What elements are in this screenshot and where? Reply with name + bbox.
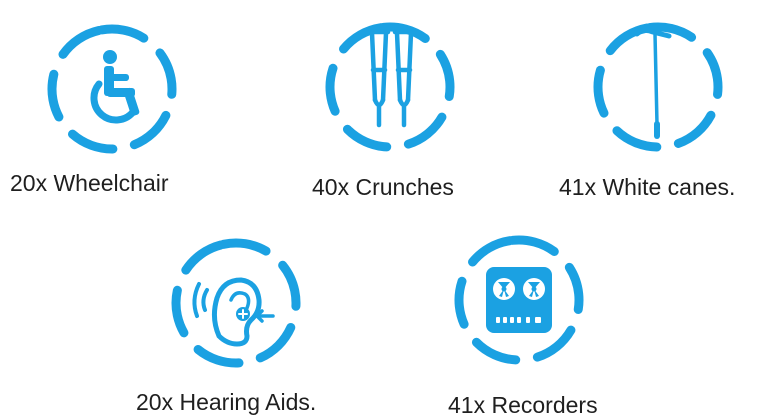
recorder-icon (486, 267, 552, 333)
wheelchair-icon (90, 50, 140, 124)
item-label: 41x Recorders (448, 392, 598, 418)
dashed-ring (454, 235, 584, 365)
item-label: 41x White canes. (559, 174, 736, 200)
dashed-ring (171, 238, 301, 368)
crutches-icon (367, 29, 416, 128)
dashed-ring (593, 22, 723, 152)
hearing-aid-icon (192, 277, 275, 347)
item-label: 40x Crunches (312, 174, 454, 200)
dashed-ring (325, 22, 455, 152)
item-label: 20x Hearing Aids. (136, 389, 317, 415)
white-cane-icon (634, 27, 672, 139)
item-label: 20x Wheelchair (10, 170, 169, 196)
dashed-ring (47, 24, 177, 154)
